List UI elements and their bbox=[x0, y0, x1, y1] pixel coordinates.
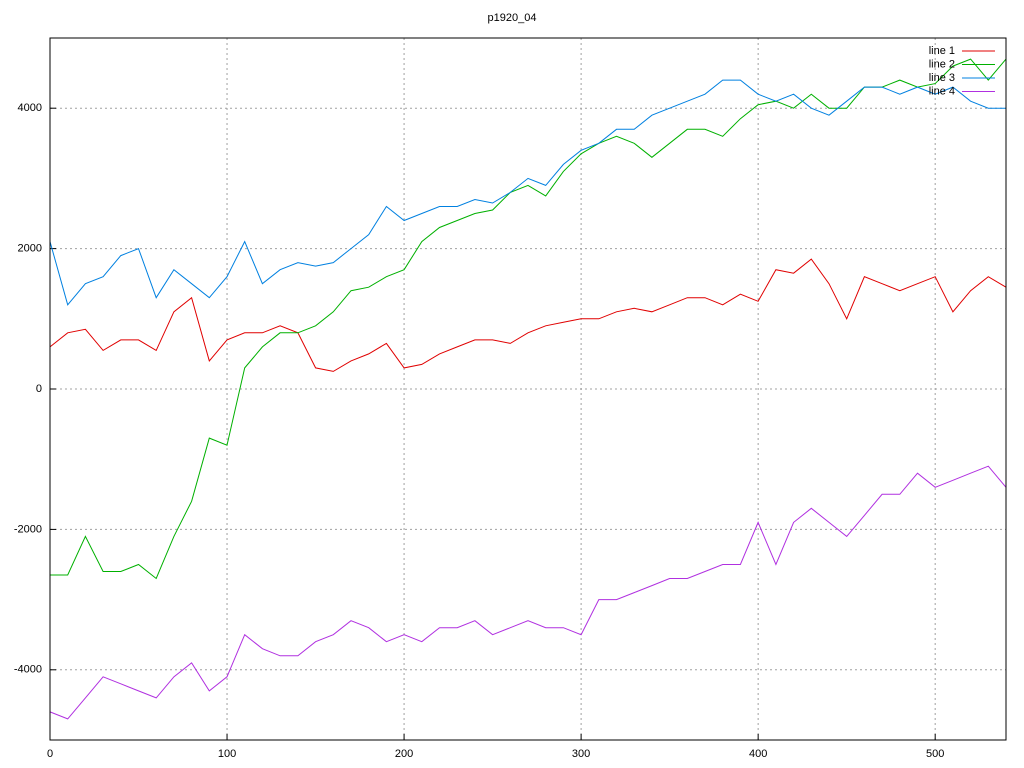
x-tick-label: 200 bbox=[395, 748, 413, 760]
line-series bbox=[49, 258, 1007, 372]
legend-label: line 4 bbox=[929, 85, 955, 97]
chart-title: p1920_04 bbox=[488, 12, 537, 24]
y-tick-label: 2000 bbox=[18, 243, 42, 255]
x-tick-label: 400 bbox=[749, 748, 767, 760]
line-series bbox=[49, 465, 1007, 720]
legend-label: line 3 bbox=[929, 72, 955, 84]
line-series bbox=[50, 58, 1007, 580]
y-tick-label: 4000 bbox=[18, 102, 42, 114]
x-tick-label: 500 bbox=[926, 748, 944, 760]
y-tick-label: -4000 bbox=[14, 664, 42, 676]
x-tick-label: 0 bbox=[47, 748, 53, 760]
legend-label: line 2 bbox=[929, 58, 955, 70]
line-series bbox=[49, 79, 1006, 306]
y-tick-label: -2000 bbox=[14, 523, 42, 535]
legend-label: line 1 bbox=[929, 45, 955, 57]
x-tick-label: 100 bbox=[218, 748, 236, 760]
x-tick-label: 300 bbox=[572, 748, 590, 760]
y-tick-label: 0 bbox=[36, 383, 42, 395]
plot-border bbox=[49, 37, 1007, 741]
